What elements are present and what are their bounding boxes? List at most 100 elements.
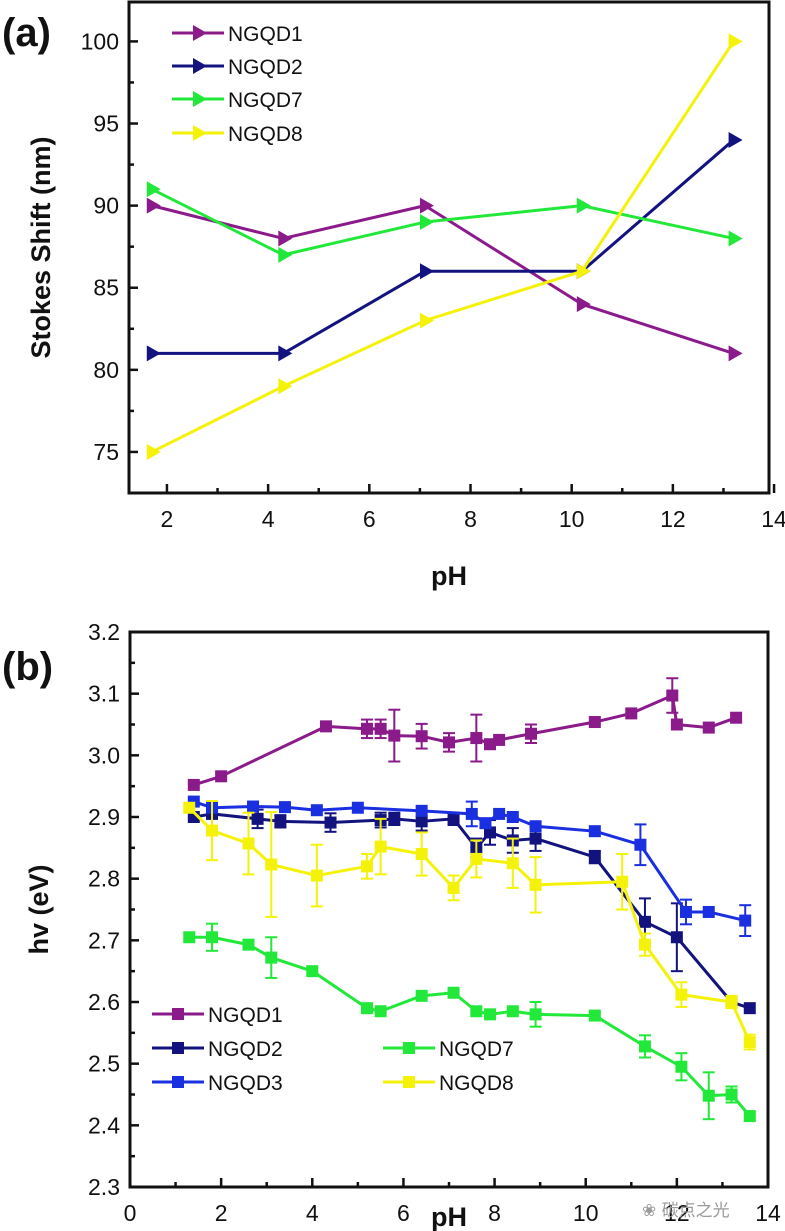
y-tick-label: 2.7 (88, 927, 120, 953)
data-point (415, 730, 428, 743)
y-tick-label: 3.1 (88, 681, 120, 707)
y-tick-label: 2.3 (88, 1174, 120, 1200)
legend-marker (193, 125, 207, 141)
y-tick-label: 2.9 (88, 804, 120, 830)
y-tick-label: 100 (81, 28, 119, 54)
legend-item-ngqd8: NGQD8 (172, 123, 303, 146)
legend-item-ngqd1: NGQD1 (152, 1004, 283, 1027)
data-point (374, 1005, 387, 1018)
data-point (443, 736, 455, 749)
data-point (360, 1002, 373, 1015)
data-point (730, 711, 743, 724)
series-ngqd1 (187, 677, 743, 791)
data-point (206, 931, 219, 944)
data-point (588, 825, 601, 838)
data-point (374, 722, 387, 735)
y-tick-label: 80 (93, 357, 119, 383)
legend-label: NGQD3 (208, 1072, 283, 1095)
legend-item-ngqd2: NGQD2 (172, 56, 303, 79)
y-tick-label: 85 (93, 275, 119, 301)
data-point (351, 801, 364, 814)
series-line (193, 694, 737, 787)
data-point (419, 312, 434, 329)
data-point (183, 931, 196, 944)
data-point (506, 857, 519, 870)
y-tick-label: 2.5 (88, 1051, 120, 1077)
data-point (576, 197, 591, 214)
data-point (702, 1089, 715, 1102)
x-tick-label: 12 (660, 506, 686, 532)
y-tick-label: 3.0 (88, 742, 120, 768)
watermark-text: 碳点之光 (661, 1201, 730, 1221)
data-point (743, 1036, 756, 1049)
y-axis-title: hv (eV) (24, 864, 54, 954)
x-tick-label: 0 (124, 1200, 137, 1226)
data-point (638, 1040, 651, 1053)
watermark: ❀ 碳点之光 (642, 1196, 730, 1221)
data-point (638, 915, 651, 928)
x-tick-label: 14 (761, 506, 785, 532)
data-point (725, 1088, 738, 1101)
data-point (415, 989, 428, 1002)
data-point (638, 938, 651, 951)
data-point (242, 938, 255, 951)
legend-label: NGQD1 (228, 23, 303, 46)
y-tick-label: 2.4 (88, 1112, 120, 1138)
plot-frame (128, 630, 770, 1189)
data-point (278, 345, 293, 362)
legend-label: NGQD7 (228, 89, 303, 112)
data-point (310, 804, 323, 817)
series-ngqd7 (183, 922, 756, 1123)
data-point (215, 770, 228, 783)
legend-label: NGQD2 (228, 56, 303, 79)
data-point (493, 807, 506, 820)
panel-label: (a) (2, 11, 51, 55)
legend-item-ngqd8: NGQD8 (383, 1072, 514, 1095)
data-point (743, 1002, 756, 1015)
x-tick-label: 12 (664, 1200, 690, 1226)
y-axis-title: Stokes Shift (nm) (26, 136, 56, 358)
legend-marker (193, 25, 207, 41)
data-point (146, 197, 161, 214)
data-point (278, 801, 291, 814)
data-point (415, 804, 428, 817)
series-ngqd1 (146, 197, 743, 362)
data-point (265, 858, 278, 871)
data-point (702, 721, 715, 734)
data-point (728, 230, 743, 247)
data-point (274, 815, 287, 828)
data-point (479, 817, 492, 830)
legend-marker (193, 91, 207, 107)
series-ngqd8 (146, 33, 743, 460)
legend-item-ngqd7: NGQD7 (383, 1038, 514, 1061)
x-tick-label: 2 (215, 1200, 228, 1226)
data-point (484, 738, 497, 751)
x-tick-label: 6 (363, 506, 376, 532)
legend-marker (172, 1042, 184, 1054)
legend-item-ngqd2: NGQD2 (152, 1038, 283, 1061)
data-point (725, 996, 738, 1008)
data-point (588, 716, 601, 729)
data-point (670, 718, 683, 731)
data-point (183, 801, 196, 814)
x-tick-label: 6 (397, 1200, 410, 1226)
y-tick-label: 3.2 (88, 619, 120, 645)
data-point (251, 812, 264, 825)
data-point (360, 860, 373, 873)
legend-item-ngqd1: NGQD1 (172, 23, 303, 46)
data-point (506, 811, 519, 823)
data-point (625, 707, 638, 720)
x-tick-label: 2 (161, 506, 174, 532)
data-point (465, 807, 478, 820)
y-tick-label: 95 (93, 111, 119, 137)
data-point (146, 181, 161, 198)
panel-label: (b) (2, 645, 53, 689)
data-point (278, 378, 293, 395)
data-point (728, 131, 743, 148)
data-point (529, 1008, 542, 1021)
data-point (670, 931, 683, 944)
data-point (470, 732, 483, 745)
data-point (679, 905, 692, 918)
data-point (728, 345, 743, 362)
x-tick-label: 14 (755, 1200, 781, 1226)
